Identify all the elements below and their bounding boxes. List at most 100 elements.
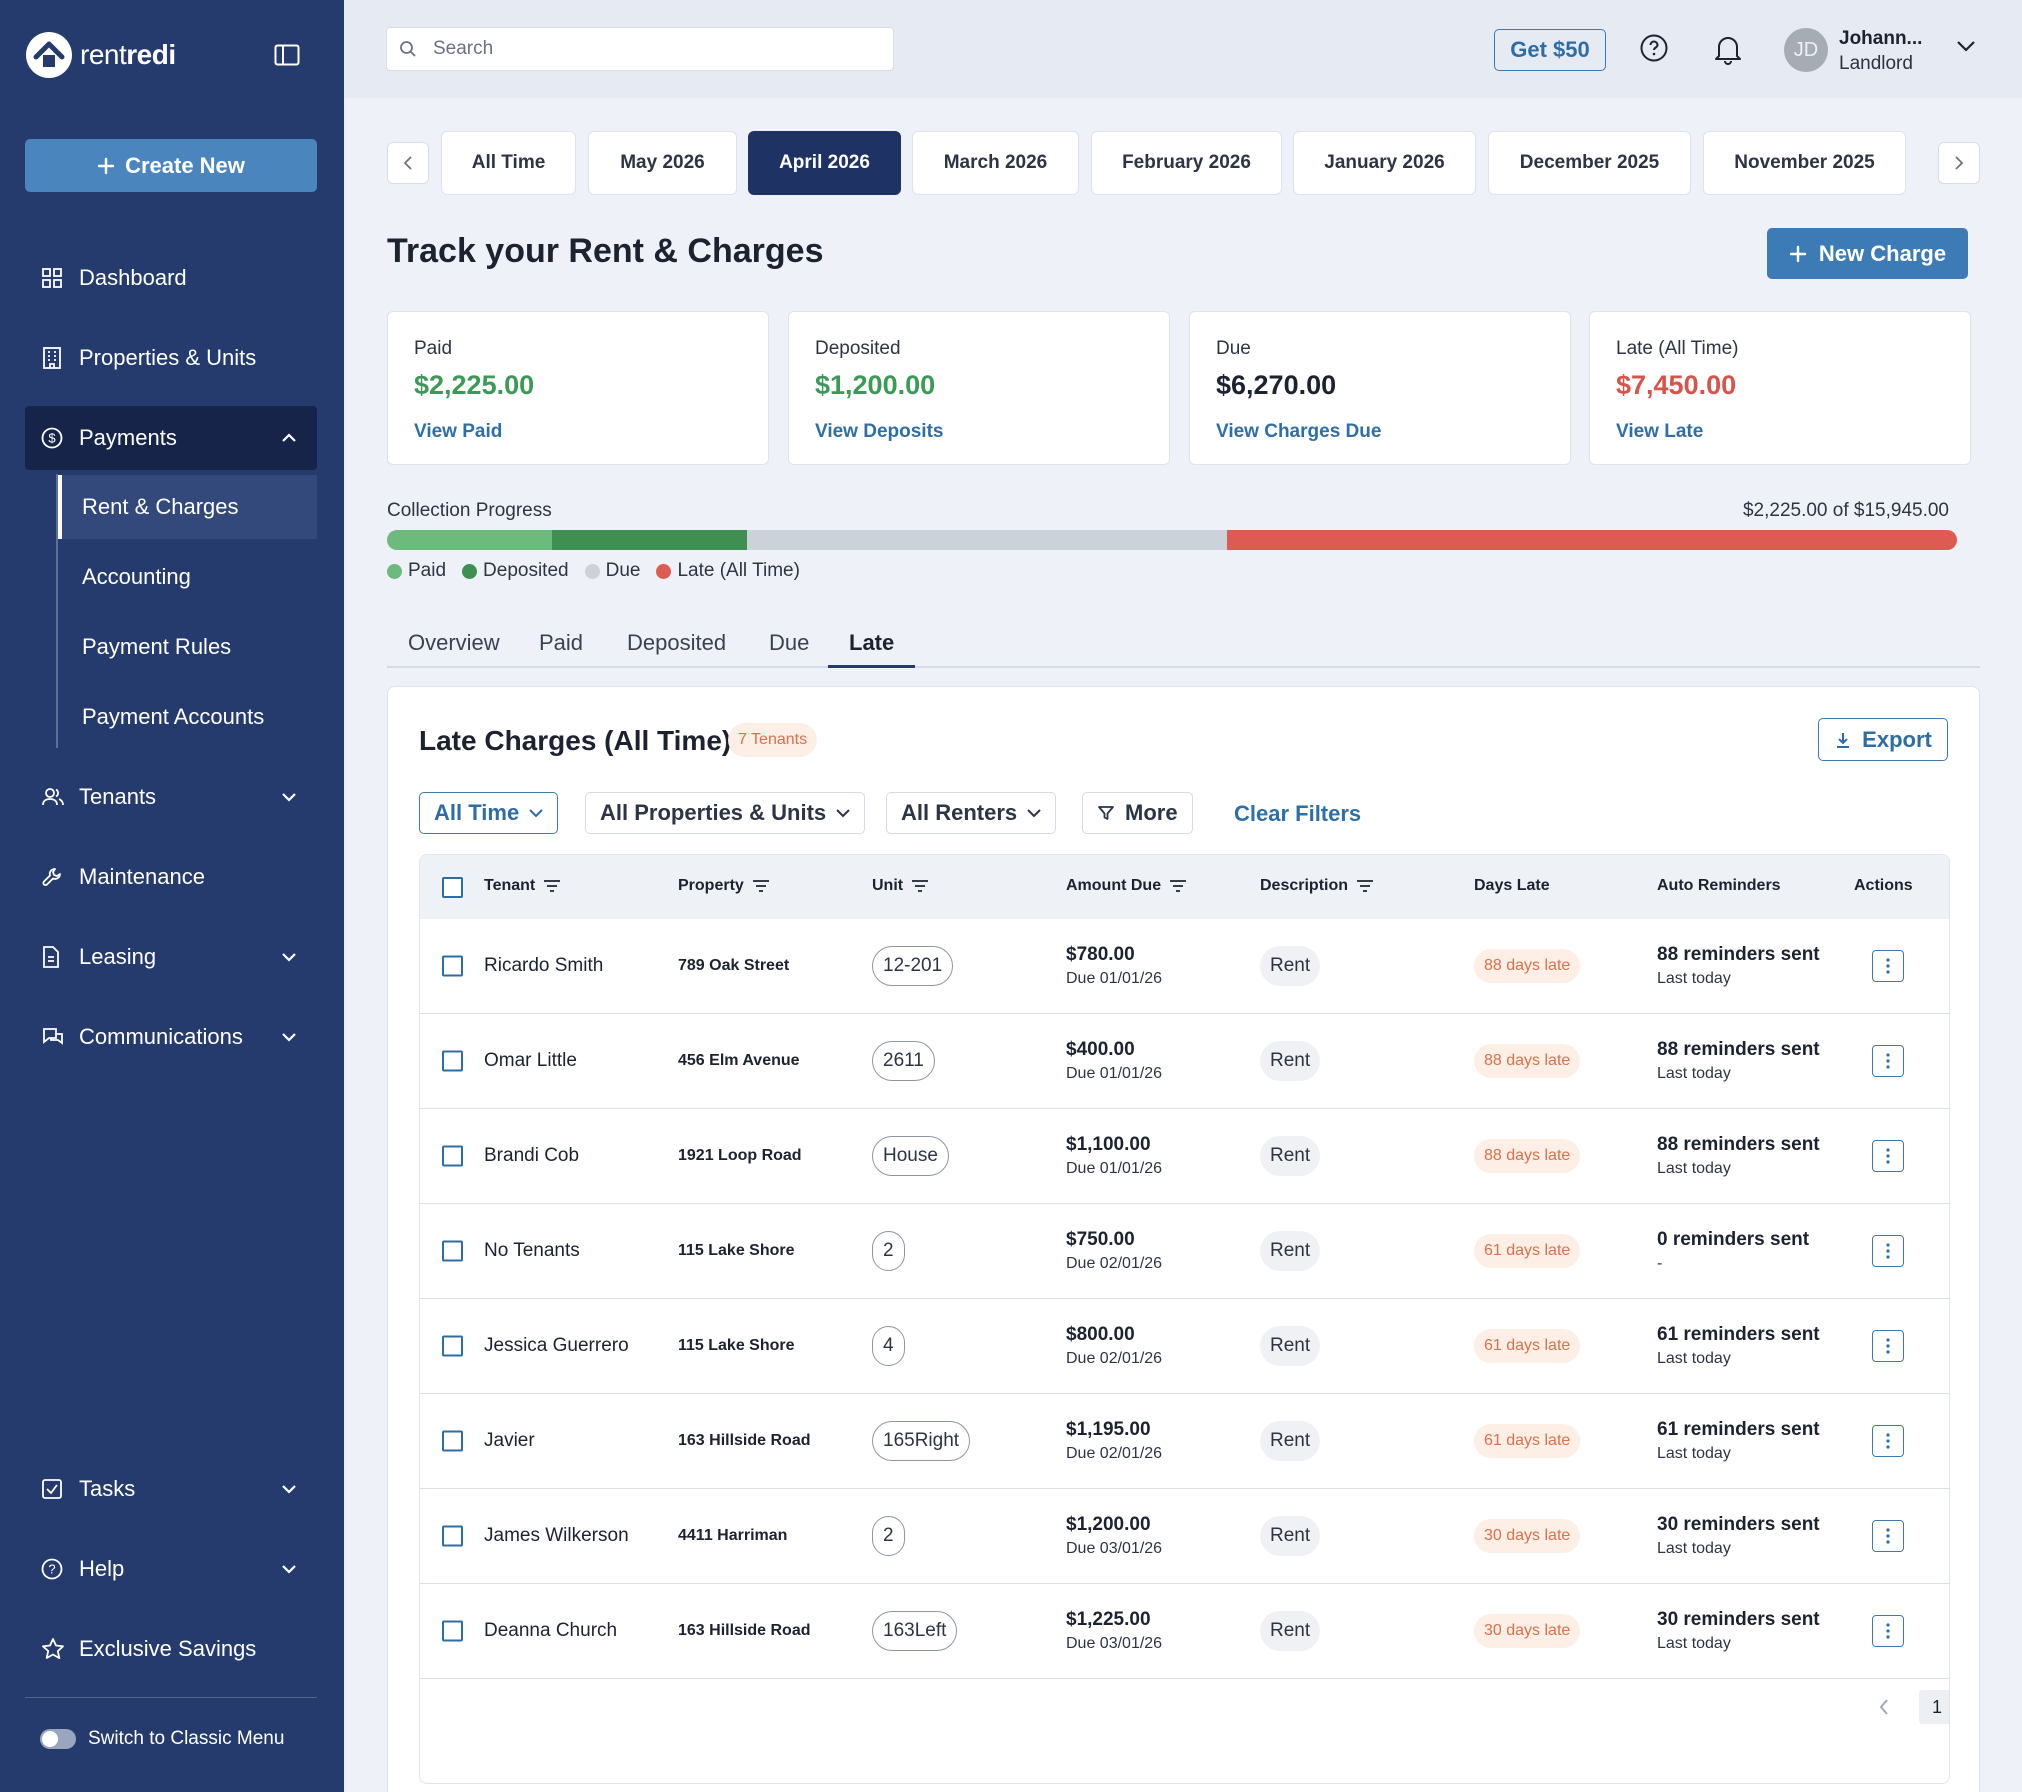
page-number[interactable]: 1	[1919, 1690, 1949, 1724]
star-icon	[42, 1638, 64, 1659]
nav-accounting[interactable]: Accounting	[58, 545, 317, 609]
row-checkbox[interactable]	[442, 955, 463, 977]
month-tab[interactable]: November 2025	[1703, 131, 1906, 195]
col-description[interactable]: Description	[1260, 877, 1374, 895]
view-paid-link[interactable]: View Paid	[414, 421, 503, 442]
month-tab[interactable]: All Time	[441, 131, 576, 195]
view-deposits-link[interactable]: View Deposits	[815, 421, 944, 442]
bell-icon[interactable]	[1713, 33, 1743, 65]
select-all-checkbox[interactable]	[442, 877, 463, 898]
col-property[interactable]: Property	[678, 877, 770, 895]
nav-tenants[interactable]: Tenants	[25, 765, 317, 829]
row-checkbox[interactable]	[442, 1430, 463, 1452]
table-row[interactable]: Brandi Cob 1921 Loop Road House $1,100.00 Du…	[420, 1109, 1949, 1204]
nav-exclusive-savings[interactable]: Exclusive Savings	[25, 1617, 317, 1681]
row-checkbox[interactable]	[442, 1050, 463, 1072]
row-actions-button[interactable]	[1872, 1330, 1904, 1362]
row-actions-button[interactable]	[1872, 1520, 1904, 1552]
toggle-switch[interactable]	[40, 1729, 76, 1749]
view-charges-due-link[interactable]: View Charges Due	[1216, 421, 1382, 442]
clear-filters-link[interactable]: Clear Filters	[1234, 801, 1362, 826]
classic-menu-switch[interactable]: Switch to Classic Menu	[40, 1728, 284, 1750]
row-checkbox[interactable]	[442, 1240, 463, 1262]
user-menu[interactable]: Johann... Landlord	[1839, 26, 1922, 76]
more-vertical-icon	[1886, 1243, 1890, 1259]
chevron-left-icon[interactable]	[1879, 1698, 1889, 1716]
nav-help[interactable]: ? Help	[25, 1537, 317, 1601]
nav-communications[interactable]: Communications	[25, 1005, 317, 1069]
nav-payments[interactable]: $ Payments	[25, 406, 317, 470]
rentredi-logo[interactable]: rentredi	[24, 30, 176, 80]
new-charge-button[interactable]: New Charge	[1767, 228, 1968, 279]
nav-properties-units[interactable]: Properties & Units	[25, 326, 317, 390]
nav-payment-accounts[interactable]: Payment Accounts	[58, 685, 317, 749]
search-box[interactable]	[386, 27, 894, 71]
card-amount: $1,200.00	[815, 370, 936, 400]
table-row[interactable]: No Tenants 115 Lake Shore 2 $750.00 Due 02/0…	[420, 1204, 1949, 1299]
more-filter-button[interactable]: More	[1082, 792, 1193, 834]
table-row[interactable]: Ricardo Smith 789 Oak Street 12-201 $780.00…	[420, 919, 1949, 1014]
nav-payment-rules[interactable]: Payment Rules	[58, 615, 317, 679]
amount-due: $1,200.00	[1066, 1514, 1151, 1535]
col-tenant[interactable]: Tenant	[484, 877, 561, 895]
col-unit[interactable]: Unit	[872, 877, 929, 895]
table-row[interactable]: Deanna Church 163 Hillside Road 163Left $1,…	[420, 1584, 1949, 1679]
table-row[interactable]: Omar Little 456 Elm Avenue 2611 $400.00 Due …	[420, 1014, 1949, 1109]
reminders-last: Last today	[1657, 1350, 1731, 1367]
more-vertical-icon	[1886, 1148, 1890, 1164]
create-new-button[interactable]: Create New	[25, 139, 317, 192]
col-days-late: Days Late	[1474, 877, 1550, 894]
tab-deposited[interactable]: Deposited	[627, 630, 727, 655]
month-tab[interactable]: March 2026	[912, 131, 1079, 195]
nav-properties-label: Properties & Units	[79, 345, 257, 370]
month-tab[interactable]: January 2026	[1293, 131, 1476, 195]
tab-paid[interactable]: Paid	[539, 630, 584, 655]
properties-filter[interactable]: All Properties & Units	[585, 792, 866, 834]
row-checkbox[interactable]	[442, 1145, 463, 1167]
due-date: Due 01/01/26	[1066, 1065, 1163, 1082]
col-amount-due[interactable]: Amount Due	[1066, 877, 1187, 895]
renters-filter[interactable]: All Renters	[886, 792, 1057, 834]
row-checkbox[interactable]	[442, 1620, 463, 1642]
table-row[interactable]: James Wilkerson 4411 Harriman 2 $1,200.00 Du…	[420, 1489, 1949, 1584]
tab-due[interactable]: Due	[769, 630, 810, 655]
nav-tasks[interactable]: Tasks	[25, 1457, 317, 1521]
progress-segment	[746, 530, 1227, 550]
month-next-button[interactable]	[1938, 142, 1980, 184]
help-circle-icon[interactable]	[1639, 33, 1669, 63]
collapse-sidebar-icon[interactable]	[274, 44, 300, 66]
nav-dashboard[interactable]: Dashboard	[25, 246, 317, 310]
user-avatar[interactable]: JD	[1784, 28, 1828, 72]
get-50-button[interactable]: Get $50	[1494, 29, 1606, 71]
row-checkbox[interactable]	[442, 1525, 463, 1547]
plus-icon	[97, 157, 115, 174]
nav-maintenance[interactable]: Maintenance	[25, 845, 317, 909]
row-actions-button[interactable]	[1872, 950, 1904, 982]
reminders-last: Last today	[1657, 970, 1731, 987]
tab-overview[interactable]: Overview	[408, 630, 500, 655]
chevron-down-icon[interactable]	[1956, 40, 1976, 52]
amount-due: $780.00	[1066, 944, 1135, 965]
month-prev-button[interactable]	[387, 142, 429, 184]
month-tab[interactable]: February 2026	[1091, 131, 1282, 195]
chevron-right-icon	[1955, 156, 1964, 170]
month-tab[interactable]: December 2025	[1488, 131, 1691, 195]
row-actions-button[interactable]	[1872, 1615, 1904, 1647]
nav-leasing[interactable]: Leasing	[25, 925, 317, 989]
table-row[interactable]: Jessica Guerrero 115 Lake Shore 4 $800.00 Du…	[420, 1299, 1949, 1394]
export-button[interactable]: Export	[1818, 718, 1948, 761]
month-tab[interactable]: May 2026	[588, 131, 737, 195]
month-tab-selected[interactable]: April 2026	[748, 131, 901, 195]
row-actions-button[interactable]	[1872, 1235, 1904, 1267]
row-actions-button[interactable]	[1872, 1045, 1904, 1077]
nav-rent-charges[interactable]: Rent & Charges	[58, 475, 317, 539]
row-actions-button[interactable]	[1872, 1425, 1904, 1457]
row-actions-button[interactable]	[1872, 1140, 1904, 1172]
table-row[interactable]: Javier 163 Hillside Road 165Right $1,195.00…	[420, 1394, 1949, 1489]
row-checkbox[interactable]	[442, 1335, 463, 1357]
amount-due-cell: $750.00 Due 02/01/26	[1066, 1227, 1162, 1275]
date-filter[interactable]: All Time	[419, 792, 559, 834]
search-input[interactable]	[433, 38, 853, 60]
view-late-link[interactable]: View Late	[1616, 421, 1704, 442]
tab-late[interactable]: Late	[828, 630, 916, 668]
